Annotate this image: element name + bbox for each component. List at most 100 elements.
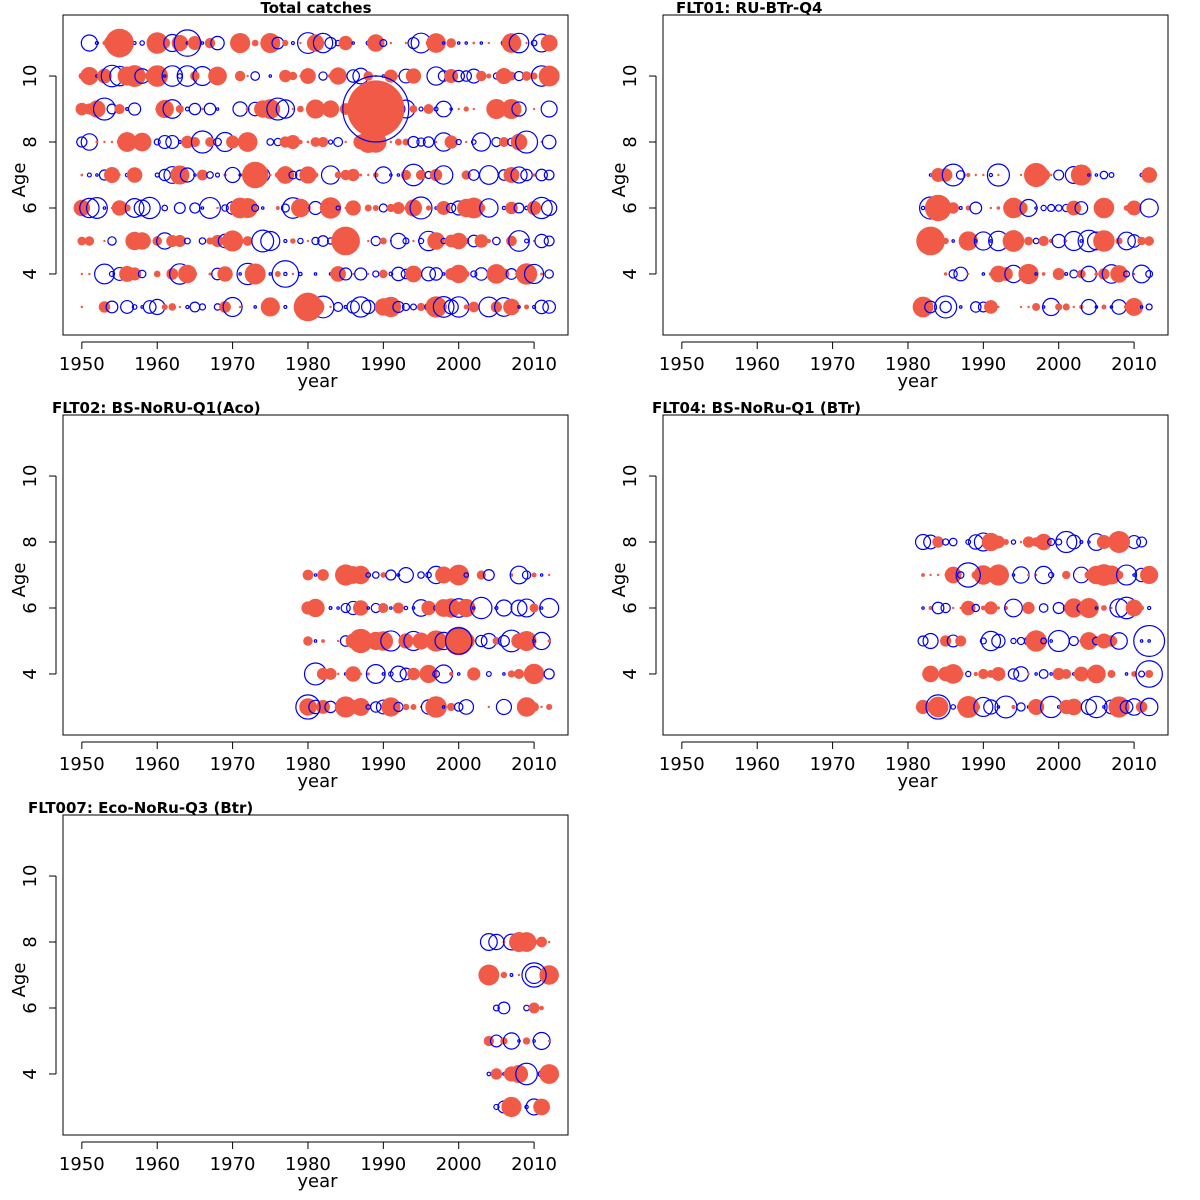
residual-negative [288, 170, 298, 180]
residual-positive [991, 535, 1005, 549]
residual-positive [486, 73, 492, 79]
residual-positive [490, 1068, 503, 1080]
residual-positive [1072, 305, 1075, 309]
residual-positive [449, 264, 468, 284]
residual-positive [447, 702, 456, 712]
residual-positive [526, 200, 542, 216]
x-tick-label: 1950 [59, 354, 105, 375]
x-tick-label: 1970 [210, 754, 256, 775]
residual-positive [173, 234, 186, 248]
x-tick-label: 2000 [1036, 754, 1082, 775]
residual-positive [114, 103, 125, 115]
residual-negative [179, 167, 195, 183]
residual-positive [291, 272, 295, 276]
residual-positive [1032, 302, 1041, 311]
residual-positive [346, 168, 360, 182]
residual-negative [200, 41, 205, 45]
residual-negative [493, 1103, 500, 1111]
residual-positive [957, 696, 980, 718]
residual-positive [463, 197, 485, 219]
residual-negative [492, 236, 501, 246]
residual-negative [185, 304, 190, 310]
residual-positive [1065, 239, 1068, 243]
residual-positive [205, 137, 215, 147]
y-tick-label: 4 [20, 268, 41, 279]
residual-negative [922, 632, 939, 650]
residual-positive [379, 237, 387, 245]
residual-positive [293, 292, 323, 322]
residual-negative [510, 166, 528, 184]
residual-positive [515, 263, 538, 285]
residual-positive [402, 703, 410, 711]
residual-negative [283, 304, 288, 310]
residual-positive [234, 70, 246, 82]
residual-positive [1078, 597, 1099, 619]
y-axis-label: Age [609, 563, 630, 598]
residual-positive [367, 34, 385, 52]
residual-positive [321, 100, 340, 118]
residual-negative [354, 267, 368, 281]
residual-positive [540, 705, 543, 709]
residual-positive [1035, 533, 1052, 551]
residual-negative [124, 198, 145, 218]
residual-positive [450, 232, 467, 250]
residual-negative [521, 570, 532, 580]
residual-negative [379, 39, 388, 48]
residual-positive [493, 972, 500, 978]
residual-negative [914, 533, 932, 551]
residual-positive [211, 234, 224, 248]
residual-negative [541, 134, 557, 150]
residual-positive [1093, 197, 1115, 219]
residual-positive [300, 68, 316, 84]
residual-negative [463, 572, 470, 578]
residual-negative [105, 300, 119, 314]
residual-negative [1013, 666, 1029, 682]
residual-negative [418, 106, 424, 112]
residual-negative [397, 567, 414, 583]
residual-positive [999, 267, 1013, 281]
residual-negative [956, 571, 965, 579]
x-tick-label: 1980 [885, 354, 931, 375]
residual-positive [922, 665, 939, 683]
residual-positive [478, 964, 500, 986]
residual-negative [543, 235, 555, 247]
residual-negative [161, 204, 169, 212]
residual-positive [412, 632, 430, 650]
residual-negative [955, 170, 966, 180]
residual-positive [921, 573, 925, 577]
residual-negative [173, 29, 202, 57]
x-tick-label: 1980 [885, 754, 931, 775]
residual-positive [538, 65, 560, 87]
residual-negative [924, 300, 938, 314]
y-tick-label: 10 [620, 65, 641, 88]
residual-positive [126, 167, 143, 183]
residual-negative [1132, 264, 1152, 284]
residual-positive [329, 67, 347, 85]
residual-negative [403, 605, 409, 611]
residual-negative [980, 630, 1002, 652]
residual-positive [495, 67, 512, 85]
residual-negative [210, 35, 225, 51]
residual-positive [1140, 565, 1159, 585]
residual-positive [984, 601, 998, 615]
x-tick-label: 2000 [436, 754, 482, 775]
residual-negative [1010, 539, 1017, 545]
residual-negative [492, 1004, 500, 1012]
residual-negative [540, 100, 558, 118]
residual-negative [1055, 530, 1078, 554]
residual-positive [967, 272, 970, 276]
residual-negative [1119, 700, 1134, 714]
residual-negative [137, 269, 147, 279]
residual-positive [306, 239, 310, 243]
residual-negative [1047, 629, 1070, 653]
residual-negative [452, 69, 466, 83]
x-axis-label: year [297, 771, 338, 792]
x-tick-label: 1960 [734, 754, 780, 775]
residual-negative [1133, 624, 1166, 657]
residual-negative [153, 138, 161, 146]
residual-negative [138, 196, 161, 220]
residual-negative [268, 272, 273, 276]
residual-positive [457, 107, 460, 111]
residual-positive [1002, 539, 1009, 545]
residual-negative [108, 270, 116, 278]
